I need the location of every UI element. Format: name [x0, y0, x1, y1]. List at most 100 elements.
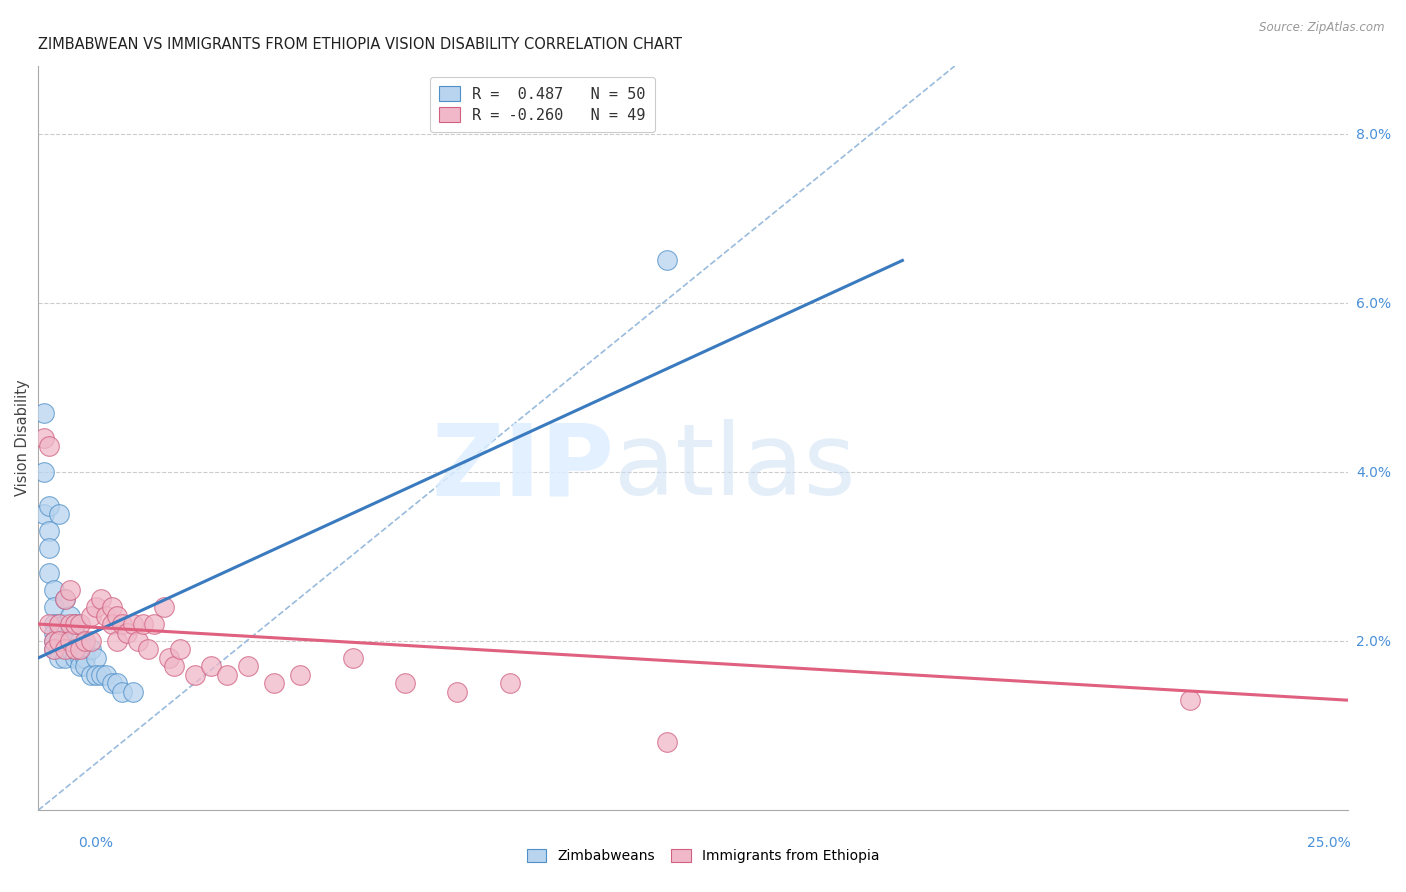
- Point: [394, 676, 416, 690]
- Point: [48, 625, 70, 640]
- Point: [63, 617, 86, 632]
- Point: [59, 642, 82, 657]
- Point: [200, 659, 222, 673]
- Point: [96, 668, 118, 682]
- Point: [446, 684, 468, 698]
- Point: [63, 642, 86, 657]
- Point: [111, 617, 134, 632]
- Point: [48, 651, 70, 665]
- Point: [63, 625, 86, 640]
- Point: [42, 583, 65, 598]
- Point: [90, 668, 112, 682]
- Point: [153, 600, 176, 615]
- Point: [84, 600, 107, 615]
- Point: [42, 634, 65, 648]
- Point: [63, 651, 86, 665]
- Point: [59, 617, 82, 632]
- Point: [111, 684, 134, 698]
- Point: [48, 634, 70, 648]
- Point: [184, 668, 207, 682]
- Point: [48, 617, 70, 632]
- Point: [1180, 693, 1202, 707]
- Point: [69, 642, 91, 657]
- Point: [75, 642, 97, 657]
- Point: [84, 668, 107, 682]
- Point: [42, 642, 65, 657]
- Point: [69, 659, 91, 673]
- Point: [63, 642, 86, 657]
- Legend: R =  0.487   N = 50, R = -0.260   N = 49: R = 0.487 N = 50, R = -0.260 N = 49: [430, 78, 655, 132]
- Point: [163, 659, 186, 673]
- Point: [105, 634, 128, 648]
- Point: [69, 617, 91, 632]
- Point: [53, 634, 76, 648]
- Point: [53, 591, 76, 606]
- Point: [100, 617, 122, 632]
- Point: [75, 651, 97, 665]
- Point: [100, 676, 122, 690]
- Point: [655, 735, 678, 749]
- Point: [42, 600, 65, 615]
- Point: [169, 642, 191, 657]
- Point: [48, 507, 70, 521]
- Point: [53, 642, 76, 657]
- Point: [32, 406, 55, 420]
- Point: [53, 591, 76, 606]
- Point: [105, 608, 128, 623]
- Point: [59, 608, 82, 623]
- Point: [127, 634, 149, 648]
- Point: [80, 634, 103, 648]
- Point: [498, 676, 520, 690]
- Text: atlas: atlas: [614, 419, 856, 516]
- Point: [80, 642, 103, 657]
- Point: [215, 668, 238, 682]
- Point: [69, 634, 91, 648]
- Point: [75, 659, 97, 673]
- Point: [117, 625, 139, 640]
- Point: [142, 617, 165, 632]
- Point: [32, 465, 55, 479]
- Point: [32, 431, 55, 445]
- Point: [59, 634, 82, 648]
- Text: ZIMBABWEAN VS IMMIGRANTS FROM ETHIOPIA VISION DISABILITY CORRELATION CHART: ZIMBABWEAN VS IMMIGRANTS FROM ETHIOPIA V…: [38, 37, 682, 53]
- Point: [157, 651, 180, 665]
- Point: [42, 634, 65, 648]
- Point: [53, 642, 76, 657]
- Point: [38, 617, 60, 632]
- Point: [42, 642, 65, 657]
- Point: [48, 634, 70, 648]
- Point: [53, 617, 76, 632]
- Point: [48, 642, 70, 657]
- Point: [69, 651, 91, 665]
- Legend: Zimbabweans, Immigrants from Ethiopia: Zimbabweans, Immigrants from Ethiopia: [522, 844, 884, 869]
- Point: [236, 659, 259, 673]
- Point: [121, 617, 143, 632]
- Text: ZIP: ZIP: [432, 419, 614, 516]
- Point: [84, 651, 107, 665]
- Text: Source: ZipAtlas.com: Source: ZipAtlas.com: [1260, 21, 1385, 34]
- Point: [63, 617, 86, 632]
- Point: [342, 651, 364, 665]
- Point: [59, 625, 82, 640]
- Point: [80, 668, 103, 682]
- Point: [96, 608, 118, 623]
- Point: [59, 583, 82, 598]
- Point: [38, 499, 60, 513]
- Point: [80, 608, 103, 623]
- Point: [263, 676, 285, 690]
- Point: [90, 591, 112, 606]
- Point: [100, 600, 122, 615]
- Point: [655, 253, 678, 268]
- Point: [38, 524, 60, 538]
- Point: [38, 440, 60, 454]
- Point: [288, 668, 311, 682]
- Point: [121, 684, 143, 698]
- Point: [75, 634, 97, 648]
- Point: [132, 617, 155, 632]
- Point: [59, 634, 82, 648]
- Y-axis label: Vision Disability: Vision Disability: [15, 380, 30, 496]
- Point: [38, 541, 60, 555]
- Point: [136, 642, 159, 657]
- Point: [53, 651, 76, 665]
- Text: 25.0%: 25.0%: [1306, 836, 1351, 850]
